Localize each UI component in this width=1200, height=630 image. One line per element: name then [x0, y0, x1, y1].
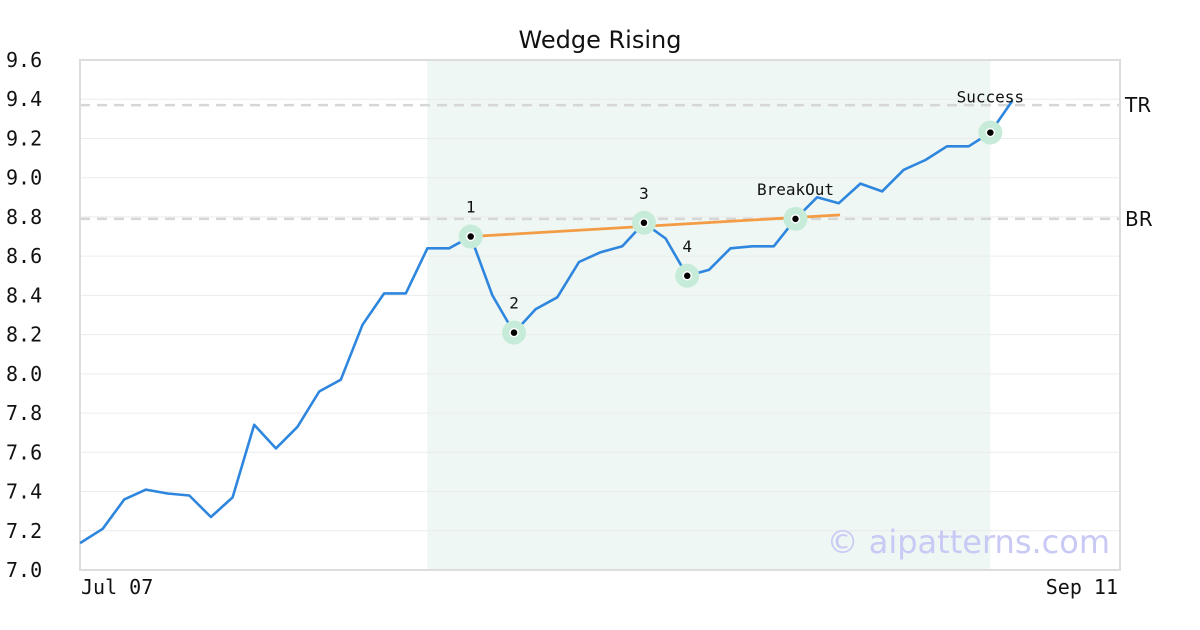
point-marker	[465, 231, 476, 242]
y-tick-label: 7.6	[6, 440, 42, 464]
y-tick-label: 8.8	[6, 205, 42, 229]
y-tick-label: 9.6	[6, 48, 42, 72]
point-marker	[639, 218, 649, 228]
highlight-rect	[427, 61, 991, 569]
point-label: BreakOut	[757, 180, 834, 199]
y-tick-label: 8.4	[6, 283, 42, 307]
point-marker	[985, 127, 996, 138]
x-tick-label: Jul 07	[81, 575, 153, 599]
chart-title: Wedge Rising	[519, 26, 682, 54]
price-line	[79, 99, 1014, 544]
y-tick-label: 8.0	[6, 362, 42, 386]
y-tick-label: 9.2	[6, 126, 42, 150]
point-marker	[682, 271, 692, 281]
plot-frame	[79, 59, 1121, 571]
y-tick-label: 8.6	[6, 244, 42, 268]
highlight-region	[427, 61, 991, 569]
point-label: 2	[509, 294, 519, 313]
reference-lines: TR BR	[80, 93, 1153, 231]
pattern-points: 1 2 3 4 BreakOut Success	[458, 88, 1024, 345]
x-tick-label: Sep 11	[1046, 575, 1118, 599]
y-tick-label: 7.4	[6, 480, 42, 504]
reference-line-label: BR	[1125, 207, 1153, 231]
point-marker	[790, 214, 801, 224]
y-tick-label: 8.2	[6, 323, 42, 347]
watermark: © aipatterns.com	[827, 523, 1110, 561]
y-axis-ticks: 7.0 7.2 7.4 7.6 7.8 8.0 8.2 8.4 8.6 8.8 9.0 9.2 9.4 9…	[6, 48, 42, 582]
x-axis-ticks: Jul 07 Sep 11	[81, 575, 1118, 599]
point-label: 3	[639, 184, 649, 203]
point-label: 1	[466, 198, 476, 217]
point-label: Success	[957, 88, 1024, 107]
point-marker	[509, 327, 519, 338]
y-tick-label: 9.0	[6, 166, 42, 190]
y-tick-label: 7.8	[6, 401, 42, 425]
reference-line-label: TR	[1124, 93, 1151, 117]
point-label: 4	[682, 237, 692, 256]
price-series	[79, 99, 1014, 544]
y-tick-label: 7.0	[6, 558, 42, 582]
y-tick-label: 9.4	[6, 87, 42, 111]
y-tick-label: 7.2	[6, 519, 42, 543]
